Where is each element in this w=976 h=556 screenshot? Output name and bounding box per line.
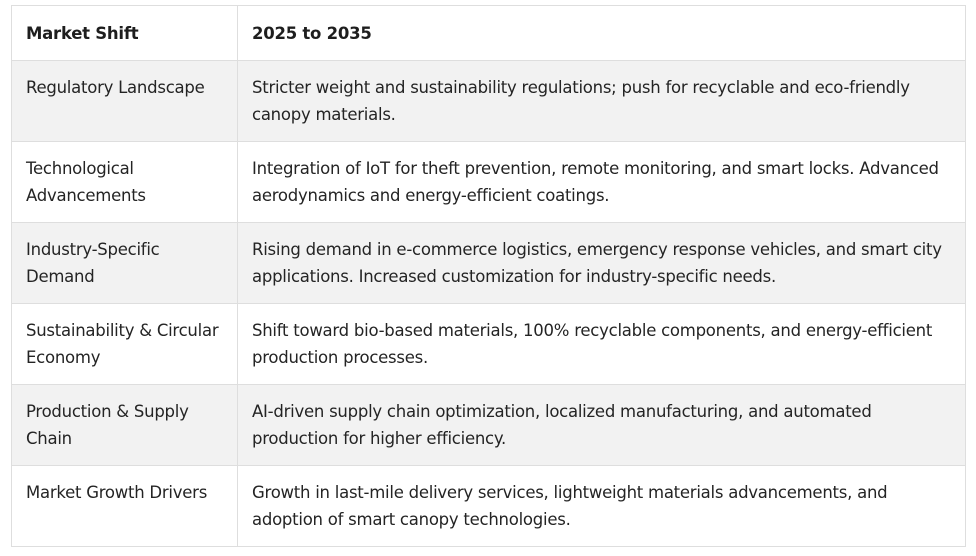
row-label-cell: Sustainability & Circular Economy (11, 303, 238, 385)
row-label-cell: Regulatory Landscape (11, 60, 238, 142)
row-label-cell: Production & Supply Chain (11, 384, 238, 466)
row-detail-cell: Shift toward bio-based materials, 100% r… (237, 303, 966, 385)
header-market-shift: Market Shift (11, 5, 238, 61)
row-detail-cell: Growth in last-mile delivery services, l… (237, 465, 966, 547)
row-label-cell: Industry-Specific Demand (11, 222, 238, 304)
table-row: Sustainability & Circular Economy Shift … (11, 303, 966, 385)
table-row: Regulatory Landscape Stricter weight and… (11, 60, 966, 142)
table-header-row: Market Shift 2025 to 2035 (11, 5, 966, 61)
row-label-cell: Market Growth Drivers (11, 465, 238, 547)
table-row: Production & Supply Chain AI-driven supp… (11, 384, 966, 466)
table-row: Industry-Specific Demand Rising demand i… (11, 222, 966, 304)
table-row: Market Growth Drivers Growth in last-mil… (11, 465, 966, 547)
header-2025-to-2035: 2025 to 2035 (237, 5, 966, 61)
table-row: Technological Advancements Integration o… (11, 141, 966, 223)
row-detail-cell: Integration of IoT for theft prevention,… (237, 141, 966, 223)
row-label-cell: Technological Advancements (11, 141, 238, 223)
row-detail-cell: Stricter weight and sustainability regul… (237, 60, 966, 142)
market-shift-table: Market Shift 2025 to 2035 Regulatory Lan… (11, 5, 966, 547)
row-detail-cell: AI-driven supply chain optimization, loc… (237, 384, 966, 466)
row-detail-cell: Rising demand in e-commerce logistics, e… (237, 222, 966, 304)
